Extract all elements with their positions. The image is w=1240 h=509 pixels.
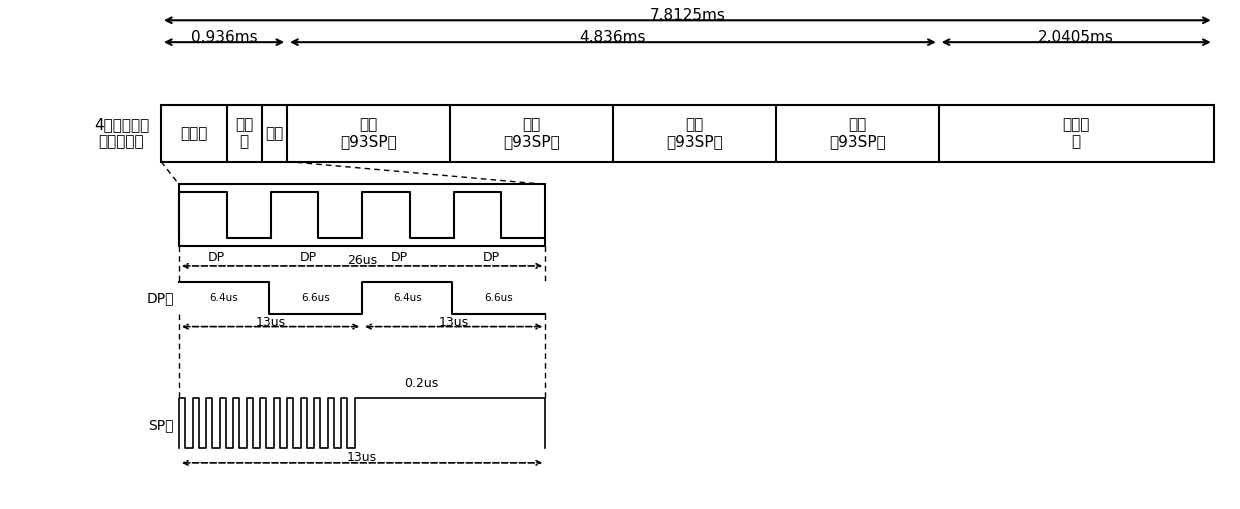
Text: 4.836ms: 4.836ms bbox=[579, 30, 646, 45]
Text: 13us: 13us bbox=[347, 451, 377, 464]
Text: DP: DP bbox=[391, 251, 408, 264]
Text: 数据
（93SP）: 数据 （93SP） bbox=[666, 117, 723, 149]
Text: 数据
（93SP）: 数据 （93SP） bbox=[340, 117, 397, 149]
Text: 6.6us: 6.6us bbox=[301, 293, 330, 303]
Text: 数据
（93SP）: 数据 （93SP） bbox=[828, 117, 885, 149]
Text: 2.0405ms: 2.0405ms bbox=[1038, 30, 1114, 45]
Text: 26us: 26us bbox=[347, 254, 377, 267]
Text: 6.4us: 6.4us bbox=[393, 293, 422, 303]
Bar bbox=[161, 105, 1214, 161]
Text: 精同
步: 精同 步 bbox=[236, 117, 253, 149]
Text: 报头: 报头 bbox=[265, 126, 284, 140]
Text: DP: DP bbox=[208, 251, 226, 264]
Text: 13us: 13us bbox=[439, 316, 469, 329]
Bar bbox=[179, 184, 546, 246]
Text: 0.936ms: 0.936ms bbox=[191, 30, 258, 45]
Text: 4数据包单脉
冲封装结构: 4数据包单脉 冲封装结构 bbox=[94, 117, 149, 149]
Text: 粗同步: 粗同步 bbox=[180, 126, 207, 140]
Text: DP: DP bbox=[300, 251, 316, 264]
Text: DP：: DP： bbox=[146, 291, 174, 305]
Text: 0.2us: 0.2us bbox=[404, 377, 439, 390]
Text: 13us: 13us bbox=[255, 316, 285, 329]
Text: 数据
（93SP）: 数据 （93SP） bbox=[503, 117, 560, 149]
Text: 6.4us: 6.4us bbox=[210, 293, 238, 303]
Text: DP: DP bbox=[482, 251, 500, 264]
Text: 7.8125ms: 7.8125ms bbox=[650, 8, 725, 23]
Text: 6.6us: 6.6us bbox=[485, 293, 513, 303]
Text: SP：: SP： bbox=[149, 418, 174, 433]
Text: 传输保
护: 传输保 护 bbox=[1063, 117, 1090, 149]
